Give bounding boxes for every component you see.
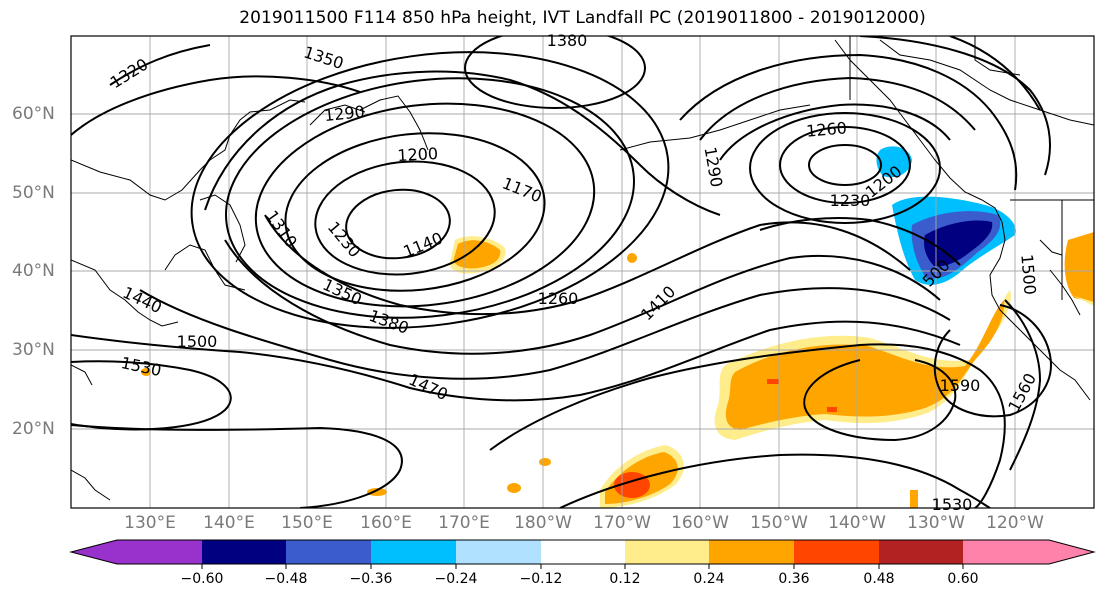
contour-label: 1230	[830, 191, 871, 210]
colorbar-tick-label: 0.48	[863, 571, 895, 587]
colorbar-segment	[456, 540, 541, 564]
colorbar-segment	[202, 540, 286, 564]
contour-label: 1290	[323, 102, 365, 125]
lat-label: 30°N	[12, 340, 55, 360]
colorbar-segment	[371, 540, 456, 564]
colorbar-segment	[794, 540, 879, 564]
colorbar-outline	[69, 539, 1096, 565]
colorbar-tick-label: 0.60	[947, 571, 979, 587]
colorbar-segment	[286, 540, 371, 564]
colorbar-tick-label: −0.36	[349, 571, 393, 587]
colorbar-tick-label: 0.12	[609, 571, 641, 587]
colorbar-tick-label: 0.36	[778, 571, 810, 587]
lat-label: 50°N	[12, 183, 55, 203]
map-frame	[70, 35, 1095, 509]
map-title: 2019011500 F114 850 hPa height, IVT Land…	[239, 8, 926, 28]
colorbar-segment	[541, 540, 625, 564]
lon-label: 120°W	[986, 513, 1044, 533]
colorbar-segment	[879, 540, 963, 564]
lat-label: 60°N	[12, 104, 55, 124]
contour-label: 1380	[547, 31, 588, 50]
colorbar-tick-label: 0.24	[693, 571, 725, 587]
lon-label: 140°E	[203, 513, 255, 533]
lon-label: 130°E	[124, 513, 176, 533]
contour-label: 1530	[932, 495, 973, 514]
contour-label: 1590	[940, 376, 981, 395]
contour-label: 1200	[397, 144, 439, 165]
lat-label: 20°N	[12, 419, 55, 439]
colorbar-segment	[963, 540, 1049, 564]
colorbar-tick-label: −0.24	[434, 571, 478, 587]
colorbar-tick-label: −0.12	[519, 571, 563, 587]
colorbar-extend-high	[1049, 540, 1094, 564]
lon-label: 180°W	[514, 513, 572, 533]
coastlines	[71, 36, 1094, 501]
lon-label: 160°W	[671, 513, 729, 533]
contour-label: 1260	[805, 118, 847, 140]
lon-label: 140°W	[828, 513, 886, 533]
colorbar-segment	[709, 540, 794, 564]
contour-label: 1500	[177, 332, 218, 351]
colorbar-segment	[117, 540, 202, 564]
lat-label: 40°N	[12, 261, 55, 281]
colorbar-ticks	[201, 564, 964, 569]
contour-label: 1260	[538, 289, 579, 308]
colorbar-tick-label: −0.60	[180, 571, 224, 587]
lon-label: 170°E	[438, 513, 490, 533]
lon-label: 170°W	[593, 513, 651, 533]
colorbar-tick-label: −0.48	[264, 571, 308, 587]
lon-label: 130°W	[907, 513, 965, 533]
pc-negative-shading	[876, 146, 1016, 285]
contour-label: 1500	[1017, 253, 1039, 295]
lon-label: 150°W	[750, 513, 808, 533]
height-contours	[71, 36, 1052, 508]
colorbar-segments	[71, 540, 1094, 564]
colorbar-segment	[625, 540, 709, 564]
lon-label: 150°E	[281, 513, 333, 533]
lon-label: 160°E	[360, 513, 412, 533]
colorbar-extend-low	[71, 540, 117, 564]
